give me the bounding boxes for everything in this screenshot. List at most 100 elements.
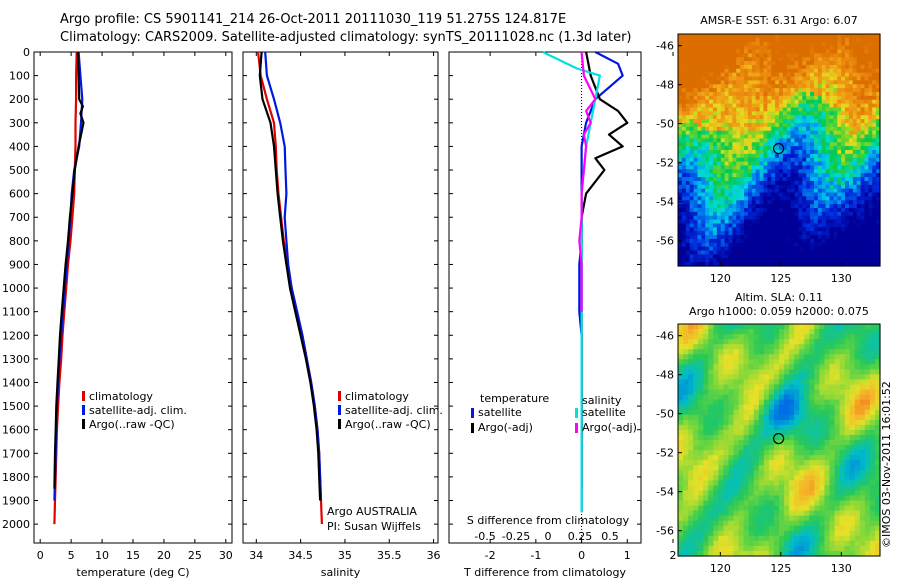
map-cell bbox=[864, 200, 869, 205]
map-cell bbox=[678, 192, 683, 197]
map-cell bbox=[810, 204, 815, 209]
map-cell bbox=[782, 235, 788, 240]
map-cell bbox=[743, 329, 750, 335]
map-cell bbox=[755, 80, 761, 85]
map-cell bbox=[833, 161, 838, 167]
map-cell bbox=[821, 111, 827, 116]
map-cell bbox=[798, 204, 803, 209]
map-cell bbox=[821, 99, 827, 105]
map-cell bbox=[794, 344, 800, 350]
map-cell bbox=[845, 95, 850, 101]
map-cell bbox=[860, 34, 866, 39]
map-cell bbox=[848, 84, 854, 89]
map-cell bbox=[688, 404, 694, 411]
map-cell bbox=[678, 329, 684, 335]
map-cell bbox=[678, 153, 683, 159]
map-cell bbox=[759, 76, 765, 81]
map-cell bbox=[712, 61, 718, 66]
map-cell bbox=[743, 455, 750, 461]
map-cell bbox=[790, 142, 796, 147]
map-cell bbox=[864, 339, 871, 345]
map-cell bbox=[708, 450, 714, 456]
map-cell bbox=[864, 88, 869, 93]
map-cell bbox=[744, 211, 749, 217]
map-cell bbox=[693, 258, 699, 263]
map-cell bbox=[728, 180, 733, 186]
map-cell bbox=[740, 150, 745, 155]
map-cell bbox=[852, 188, 858, 194]
map-cell bbox=[845, 180, 850, 186]
map-cell bbox=[709, 68, 714, 74]
map-cell bbox=[779, 192, 784, 197]
map-cell bbox=[697, 250, 702, 255]
map-cell bbox=[856, 57, 862, 62]
map-cell bbox=[732, 177, 737, 182]
map-cell bbox=[798, 53, 803, 58]
map-cell bbox=[685, 246, 691, 252]
map-cell bbox=[852, 192, 858, 197]
map-cell bbox=[743, 409, 750, 416]
map-cell bbox=[747, 115, 753, 120]
map-cell bbox=[786, 130, 792, 136]
map-cell bbox=[782, 115, 788, 120]
map-cell bbox=[740, 250, 745, 255]
map-cell bbox=[744, 250, 749, 255]
map-cell bbox=[789, 414, 795, 421]
map-cell bbox=[833, 153, 838, 159]
map-cell bbox=[819, 429, 826, 436]
map-cell bbox=[747, 80, 753, 85]
map-cell bbox=[753, 344, 760, 350]
map-cell bbox=[784, 440, 790, 446]
map-cell bbox=[841, 142, 846, 147]
map-cell bbox=[784, 500, 790, 507]
map-cell bbox=[751, 122, 757, 128]
map-cell bbox=[824, 429, 831, 436]
map-cell bbox=[701, 204, 706, 209]
map-cell bbox=[688, 334, 694, 340]
map-cell bbox=[743, 404, 750, 411]
map-cell bbox=[810, 200, 815, 205]
map-cell bbox=[782, 204, 788, 209]
map-cell bbox=[705, 204, 710, 209]
map-cell bbox=[753, 510, 760, 517]
map-cell bbox=[740, 76, 745, 81]
map-cell bbox=[775, 107, 780, 112]
map-cell bbox=[689, 142, 695, 147]
map-cell bbox=[868, 219, 873, 225]
map-cell bbox=[767, 119, 772, 124]
map-cell bbox=[753, 500, 760, 507]
map-cell bbox=[759, 103, 765, 109]
map-cell bbox=[824, 399, 831, 406]
map-cell bbox=[810, 150, 815, 155]
map-cell bbox=[854, 440, 861, 446]
map-cell bbox=[683, 525, 689, 532]
map-cell bbox=[751, 157, 757, 163]
map-cell bbox=[712, 246, 718, 252]
map-cell bbox=[697, 126, 702, 132]
map-cell bbox=[708, 495, 714, 502]
map-cell bbox=[703, 515, 709, 522]
map-cell bbox=[798, 107, 803, 112]
map-cell bbox=[794, 142, 800, 147]
map-cell bbox=[798, 138, 803, 143]
map-cell bbox=[876, 88, 881, 93]
map-cell bbox=[802, 88, 807, 93]
map-cell bbox=[864, 64, 869, 70]
map-cell bbox=[698, 379, 704, 386]
map-cell bbox=[701, 76, 706, 81]
map-cell bbox=[681, 196, 687, 201]
map-cell bbox=[744, 153, 749, 159]
map-cell bbox=[872, 169, 877, 174]
map-cell bbox=[837, 49, 842, 54]
map-cell bbox=[814, 495, 820, 502]
map-cell bbox=[868, 262, 873, 267]
map-cell bbox=[688, 324, 694, 330]
map-cell bbox=[698, 465, 704, 471]
map-cell bbox=[833, 235, 838, 240]
map-cell bbox=[834, 344, 841, 350]
map-cell bbox=[837, 61, 842, 66]
map-cell bbox=[771, 134, 776, 139]
map-cell bbox=[874, 490, 881, 497]
map-cell bbox=[874, 460, 881, 466]
map-cell bbox=[747, 37, 753, 43]
